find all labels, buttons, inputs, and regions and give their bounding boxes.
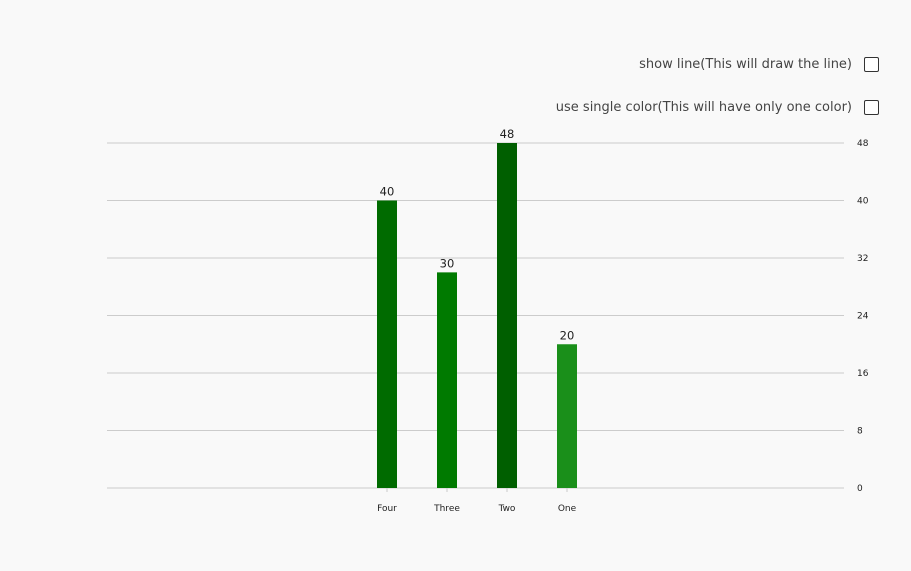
data-label: 20 [560,328,575,342]
single-color-option[interactable]: use single color(This will have only one… [556,97,879,117]
x-tick-label: Three [433,504,460,514]
grid-lines [107,142,844,489]
single-color-label: use single color(This will have only one… [555,99,852,115]
chart-options: show line(This will draw the line) use s… [556,54,879,117]
data-label: 40 [380,185,395,199]
bar-two[interactable] [497,143,517,488]
y-axis-ticks: 0 8 16 24 32 40 48 [857,139,869,494]
x-tick-label: Two [498,504,516,514]
data-label: 30 [440,256,455,270]
show-line-label: show line(This will draw the line) [639,56,852,72]
x-axis-ticks: Four Three Two One [377,488,577,514]
show-line-option[interactable]: show line(This will draw the line) [639,54,879,74]
y-tick-label: 24 [857,312,869,322]
y-tick-label: 16 [857,369,869,379]
single-color-checkbox[interactable] [864,99,879,115]
show-line-checkbox[interactable] [864,56,879,72]
bar-three[interactable] [437,272,457,488]
bars: 40 30 48 20 [377,127,577,488]
bar-four[interactable] [377,200,397,489]
y-tick-label: 48 [857,139,869,149]
y-tick-label: 8 [857,427,863,437]
x-tick-label: One [558,504,577,514]
x-tick-label: Four [377,504,397,514]
bar-one[interactable] [557,344,577,488]
y-tick-label: 0 [857,484,863,494]
y-tick-label: 32 [857,254,868,264]
data-label: 48 [500,127,515,141]
y-tick-label: 40 [857,197,869,207]
